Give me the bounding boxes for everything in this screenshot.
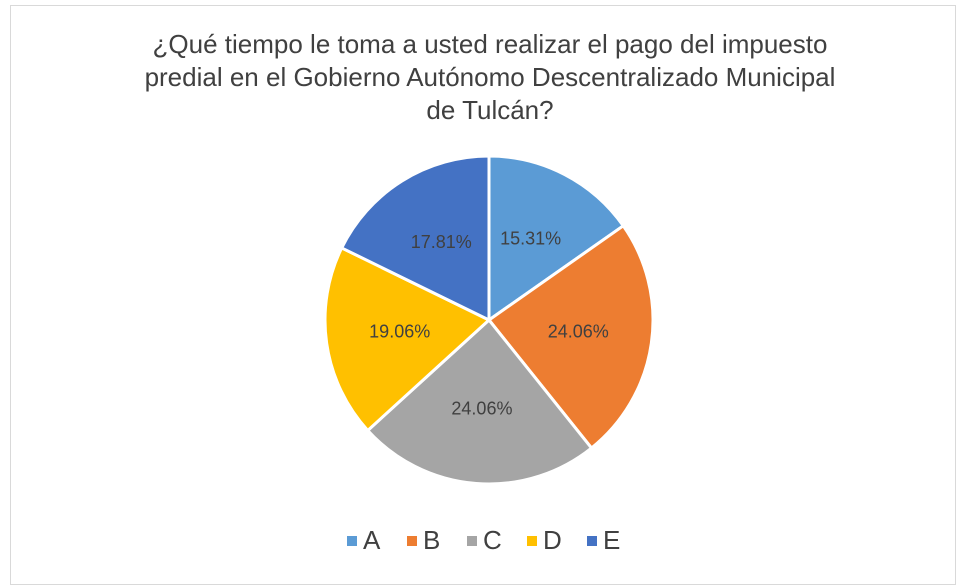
legend-label: B	[423, 525, 440, 555]
legend-label: D	[543, 525, 562, 555]
pie-slice	[487, 154, 626, 323]
pie-slice	[365, 317, 594, 486]
legend-swatch	[527, 536, 537, 546]
legend-swatch	[347, 536, 357, 546]
legend-label: E	[603, 525, 620, 555]
pie-slice	[323, 245, 492, 433]
legend-label: A	[363, 525, 381, 555]
legend-swatch	[467, 536, 477, 546]
plot: 15.31% 24.06% 24.06% 19.06% 17.81% A B C D E	[323, 154, 655, 555]
data-label: 15.31%	[500, 229, 561, 249]
pie-slice	[486, 223, 655, 451]
legend-swatch	[587, 536, 597, 546]
data-label: 24.06%	[548, 322, 609, 342]
data-label: 17.81%	[411, 232, 472, 252]
chart: ¿Qué tiempo le toma a usted realizar el …	[10, 5, 956, 585]
legend-label: C	[483, 525, 502, 555]
pie-slice	[339, 154, 491, 323]
chart-title: ¿Qué tiempo le toma a usted realizar el …	[144, 29, 836, 125]
data-label: 24.06%	[451, 399, 512, 419]
data-label: 19.06%	[369, 322, 430, 342]
legend-swatch	[407, 536, 417, 546]
